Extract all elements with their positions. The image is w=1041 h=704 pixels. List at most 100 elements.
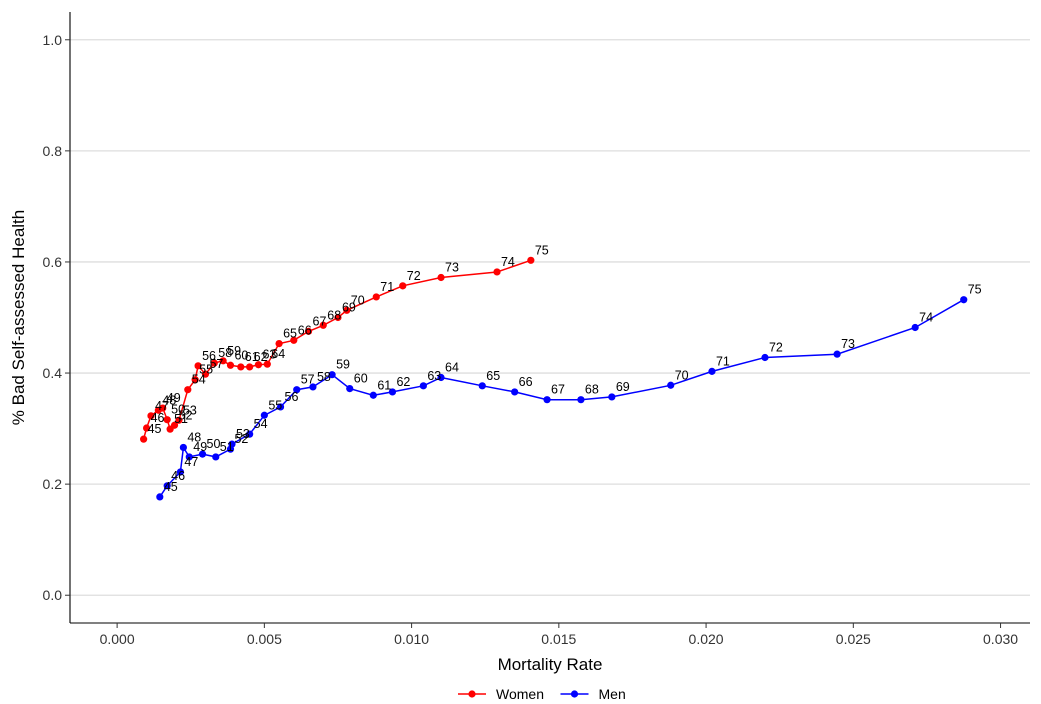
data-point	[388, 388, 397, 396]
point-label: 46	[151, 411, 165, 425]
point-label: 69	[616, 380, 630, 394]
point-label: 70	[351, 293, 365, 307]
point-label: 49	[167, 391, 181, 405]
point-label: 48	[162, 393, 176, 407]
data-point	[237, 363, 245, 371]
data-series: 4546474849505152535455565758596061626364…	[140, 243, 982, 501]
point-label: 61	[245, 350, 259, 364]
y-tick-label: 1.0	[43, 32, 63, 48]
point-label: 62	[396, 375, 410, 389]
point-label: 66	[519, 375, 533, 389]
data-point	[175, 416, 183, 424]
point-label: 61	[377, 378, 391, 392]
y-tick-label: 0.8	[43, 143, 63, 159]
data-point	[437, 273, 445, 282]
data-point	[761, 353, 769, 362]
x-tick-label: 0.015	[541, 631, 576, 647]
point-label: 55	[268, 398, 282, 412]
x-tick-label: 0.020	[689, 631, 724, 647]
legend-marker	[468, 690, 476, 698]
data-point	[708, 367, 716, 375]
data-point	[159, 404, 167, 412]
data-point	[328, 371, 336, 379]
data-point	[201, 370, 210, 378]
point-label: 45	[148, 422, 162, 436]
legend-label: Women	[496, 686, 544, 702]
data-point	[140, 435, 148, 443]
point-label: 71	[380, 280, 394, 294]
data-point	[608, 393, 616, 401]
point-label: 73	[841, 337, 855, 351]
data-point	[346, 384, 354, 393]
point-label: 63	[427, 369, 441, 383]
y-tick-label: 0.6	[43, 254, 63, 270]
data-point	[478, 382, 486, 390]
data-point	[275, 340, 283, 348]
data-point	[194, 362, 202, 370]
point-label: 60	[354, 372, 368, 386]
point-label: 60	[234, 348, 248, 362]
x-tick-label: 0.000	[100, 631, 135, 647]
data-point	[369, 391, 377, 399]
x-axis-title: Mortality Rate	[498, 655, 603, 674]
data-point	[142, 424, 151, 432]
point-label: 75	[535, 243, 549, 257]
data-point	[184, 386, 192, 394]
data-point	[226, 361, 235, 369]
point-label: 51	[220, 440, 234, 454]
point-label: 66	[298, 323, 312, 337]
data-point	[399, 282, 407, 290]
data-point	[260, 411, 268, 419]
point-label: 62	[254, 350, 268, 364]
data-point	[147, 412, 155, 420]
data-point	[309, 383, 317, 391]
data-point	[156, 493, 164, 501]
y-tick-label: 0.0	[43, 587, 63, 603]
point-label: 50	[171, 403, 185, 417]
point-label: 52	[179, 408, 193, 422]
point-label: 47	[155, 399, 169, 413]
point-label: 51	[174, 412, 188, 426]
point-label: 59	[336, 358, 350, 372]
data-point	[372, 293, 380, 301]
data-point	[319, 321, 327, 329]
gridlines	[70, 39, 1030, 596]
data-point	[219, 357, 227, 365]
legend-item-women: Women	[458, 686, 544, 702]
data-point	[293, 386, 301, 394]
data-point	[179, 443, 187, 452]
data-point	[833, 350, 841, 358]
point-label: 53	[183, 403, 197, 417]
x-tick-label: 0.005	[247, 631, 282, 647]
y-tick-label: 0.4	[43, 365, 63, 381]
axes: 0.0 0.2 0.4 0.6 0.8 1.0 0.000 0.005 0.010 0.015 0.…	[43, 12, 1030, 647]
data-point	[191, 376, 199, 384]
data-point	[334, 313, 342, 322]
point-label: 55	[199, 363, 213, 377]
point-label: 46	[171, 469, 185, 483]
data-point	[185, 453, 193, 461]
point-label: 54	[192, 373, 206, 387]
point-label: 64	[445, 360, 459, 374]
data-point	[493, 268, 501, 276]
data-point	[437, 373, 445, 382]
point-label: 53	[236, 427, 250, 441]
point-label: 59	[227, 344, 241, 358]
point-label: 73	[445, 261, 459, 275]
point-label: 52	[234, 432, 248, 446]
point-label: 75	[968, 283, 982, 297]
series-women: 4546474849505152535455565758596061626364…	[140, 243, 549, 443]
x-tick-label: 0.025	[836, 631, 871, 647]
data-point	[960, 296, 968, 304]
point-label: 56	[285, 390, 299, 404]
point-label: 68	[327, 308, 341, 322]
point-label: 57	[209, 357, 223, 371]
point-label: 47	[184, 455, 198, 469]
point-label: 67	[313, 314, 327, 328]
point-label: 71	[716, 354, 730, 368]
point-label: 67	[551, 383, 565, 397]
point-label: 72	[769, 340, 783, 354]
point-label: 63	[262, 348, 276, 362]
point-label: 48	[187, 430, 201, 444]
data-point	[198, 450, 207, 458]
